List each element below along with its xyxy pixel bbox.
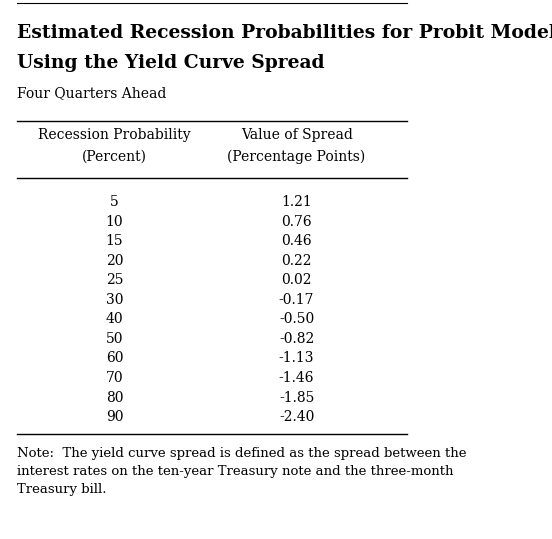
Text: 0.02: 0.02 xyxy=(282,273,312,287)
Text: Value of Spread: Value of Spread xyxy=(241,128,353,142)
Text: Using the Yield Curve Spread: Using the Yield Curve Spread xyxy=(17,54,325,72)
Text: Note:  The yield curve spread is defined as the spread between the
interest rate: Note: The yield curve spread is defined … xyxy=(17,447,466,496)
Text: 30: 30 xyxy=(105,293,123,307)
Text: -1.85: -1.85 xyxy=(279,391,314,404)
Text: -1.13: -1.13 xyxy=(279,351,314,365)
Text: 70: 70 xyxy=(105,371,123,385)
Text: 5: 5 xyxy=(110,195,119,209)
Text: Estimated Recession Probabilities for Probit Model: Estimated Recession Probabilities for Pr… xyxy=(17,24,552,42)
Text: 10: 10 xyxy=(105,215,123,229)
Text: 1.21: 1.21 xyxy=(281,195,312,209)
Text: -0.82: -0.82 xyxy=(279,332,314,346)
Text: -2.40: -2.40 xyxy=(279,410,314,424)
Text: 25: 25 xyxy=(105,273,123,287)
Text: (Percent): (Percent) xyxy=(82,149,147,163)
Text: 40: 40 xyxy=(105,313,123,326)
Text: 80: 80 xyxy=(105,391,123,404)
Text: 0.46: 0.46 xyxy=(282,234,312,248)
Text: 0.76: 0.76 xyxy=(282,215,312,229)
Text: -0.17: -0.17 xyxy=(279,293,314,307)
Text: -0.50: -0.50 xyxy=(279,313,314,326)
Text: Recession Probability: Recession Probability xyxy=(38,128,190,142)
Text: -1.46: -1.46 xyxy=(279,371,314,385)
Text: 20: 20 xyxy=(105,254,123,268)
Text: 60: 60 xyxy=(105,351,123,365)
Text: (Percentage Points): (Percentage Points) xyxy=(227,149,366,164)
Text: Four Quarters Ahead: Four Quarters Ahead xyxy=(17,86,166,100)
Text: 50: 50 xyxy=(105,332,123,346)
Text: 0.22: 0.22 xyxy=(282,254,312,268)
Text: 90: 90 xyxy=(105,410,123,424)
Text: 15: 15 xyxy=(105,234,123,248)
